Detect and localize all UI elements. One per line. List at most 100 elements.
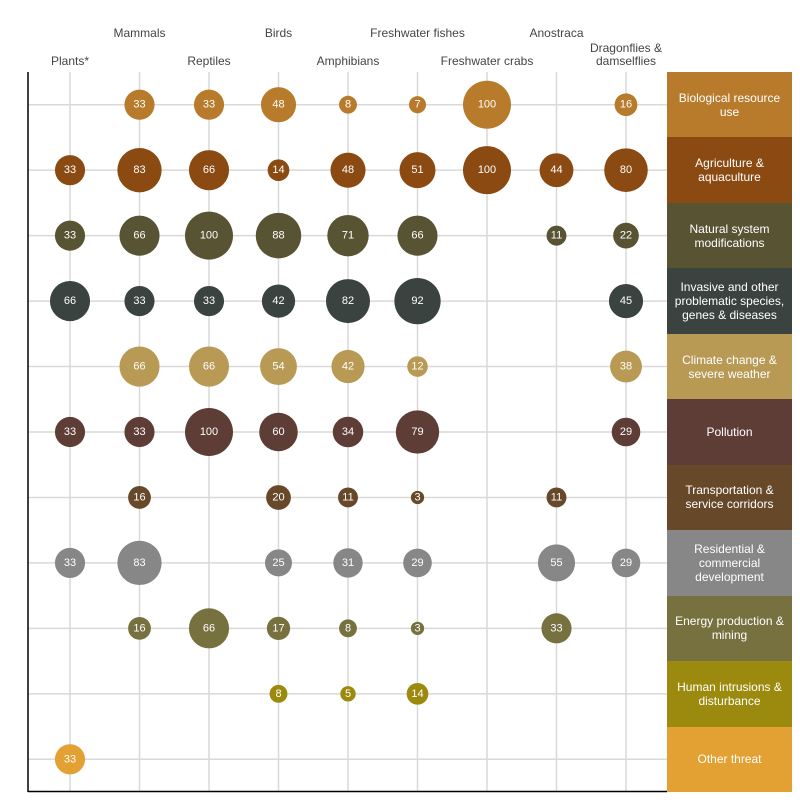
bubble-label: 80	[620, 164, 632, 176]
column-label: Plants*	[50, 54, 90, 68]
row-label: Agriculture & aquaculture	[667, 137, 792, 203]
bubble-label: 88	[272, 230, 284, 242]
bubble	[463, 146, 511, 195]
bubble-label: 100	[478, 164, 496, 176]
bubble	[261, 284, 296, 318]
bubble	[399, 152, 436, 189]
bubble	[611, 548, 641, 578]
bubble-label: 83	[133, 557, 145, 569]
row-label: Transportation & service corridors	[667, 464, 792, 531]
bubble-label: 33	[550, 622, 562, 634]
bubble-label: 20	[272, 491, 284, 503]
bubble	[539, 153, 574, 188]
bubble	[333, 548, 363, 578]
bubble-label: 11	[342, 491, 353, 503]
bubble	[546, 225, 567, 246]
column-label: Freshwater fishes	[370, 26, 465, 40]
bubble	[613, 222, 639, 249]
bubble-label: 66	[411, 230, 423, 242]
bubble	[185, 211, 233, 260]
bubble-label: 79	[411, 426, 423, 438]
row-label: Natural system modifications	[667, 202, 792, 269]
bubble-label: 7	[414, 99, 420, 111]
bubble-label: 8	[345, 622, 351, 634]
bubble	[266, 616, 291, 641]
bubble-label: 45	[620, 295, 632, 307]
bubble-label: 33	[133, 99, 145, 111]
bubble	[403, 548, 432, 578]
bubble-label: 92	[411, 295, 423, 307]
bubble-label: 33	[133, 426, 145, 438]
bubble-label: 33	[203, 295, 215, 307]
bubble-label: 42	[272, 295, 284, 307]
bubble	[128, 486, 151, 509]
bubble	[407, 356, 428, 377]
bubble	[119, 215, 160, 256]
bubble	[260, 348, 297, 385]
row-label: Pollution	[667, 399, 792, 465]
bubble	[185, 408, 233, 456]
bubble-label: 29	[620, 426, 632, 438]
bubble	[395, 410, 440, 454]
bubble	[54, 416, 86, 448]
bubble-label: 38	[620, 361, 632, 373]
bubble-label: 16	[620, 99, 632, 111]
bubble	[119, 346, 160, 387]
bubble-label: 31	[342, 557, 354, 569]
bubble-label: 66	[64, 295, 76, 307]
bubble-label: 12	[411, 361, 423, 373]
bubble	[332, 416, 364, 448]
bubble	[610, 350, 642, 383]
bubble	[338, 487, 358, 508]
bubble-label: 33	[64, 426, 76, 438]
column-label: Birds	[264, 26, 293, 40]
bubble-label: 33	[64, 557, 76, 569]
bubble-label: 11	[551, 230, 562, 242]
bubble-label: 22	[620, 230, 632, 242]
bubble	[463, 80, 511, 129]
bubble	[259, 412, 298, 452]
bubble-label: 14	[411, 688, 423, 700]
bubble-label: 3	[414, 622, 420, 634]
bubble	[128, 616, 151, 640]
bubble-label: 29	[411, 557, 423, 569]
bubble-label: 33	[64, 164, 76, 176]
row-label: Climate change & severe weather	[667, 333, 792, 400]
row-label: Residential & commercial development	[667, 530, 792, 596]
bubble-label: 66	[203, 164, 215, 176]
bubble-label: 33	[64, 230, 76, 242]
bubble-label: 100	[200, 426, 218, 438]
bubble-label: 33	[203, 99, 215, 111]
bubble	[546, 487, 567, 508]
bubble-label: 48	[272, 99, 284, 111]
bubble	[604, 148, 648, 192]
bubble-label: 54	[272, 361, 284, 373]
bubble	[193, 89, 225, 120]
bubble-label: 51	[411, 164, 423, 176]
bubble	[537, 544, 576, 582]
row-label: Other threat	[667, 726, 792, 792]
bubble-label: 16	[133, 491, 145, 503]
bubble	[408, 96, 427, 114]
row-label: Human intrusions & disturbance	[667, 661, 792, 727]
bubble	[269, 684, 288, 703]
bubble-label: 83	[133, 164, 145, 176]
bubble	[327, 214, 369, 257]
bubble-label: 42	[342, 361, 354, 373]
bubble	[49, 281, 91, 322]
bubble-label: 60	[272, 426, 284, 438]
bubble	[330, 152, 366, 188]
bubble	[117, 148, 162, 193]
bubble	[255, 212, 302, 259]
bubble-label: 14	[272, 164, 284, 176]
bubble-label: 100	[478, 99, 496, 111]
bubble-label: 33	[64, 753, 76, 765]
bubble-label: 66	[203, 622, 215, 634]
bubble	[406, 682, 429, 705]
bubble	[188, 150, 230, 191]
bubble	[124, 416, 155, 448]
bubble-label: 66	[133, 361, 145, 373]
bubble	[340, 686, 356, 702]
bubble	[124, 89, 155, 120]
